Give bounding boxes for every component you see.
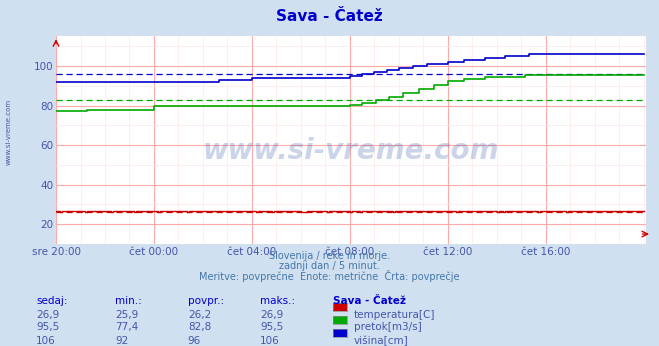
Text: 106: 106: [36, 336, 56, 346]
Text: 26,9: 26,9: [260, 310, 283, 320]
Text: min.:: min.:: [115, 296, 142, 306]
Text: 96: 96: [188, 336, 201, 346]
Text: Meritve: povprečne  Enote: metrične  Črta: povprečje: Meritve: povprečne Enote: metrične Črta:…: [199, 270, 460, 282]
Text: 95,5: 95,5: [260, 322, 283, 333]
Text: pretok[m3/s]: pretok[m3/s]: [354, 322, 422, 333]
Text: Slovenija / reke in morje.: Slovenija / reke in morje.: [269, 251, 390, 261]
Text: maks.:: maks.:: [260, 296, 295, 306]
Text: 77,4: 77,4: [115, 322, 138, 333]
Text: sedaj:: sedaj:: [36, 296, 68, 306]
Text: 82,8: 82,8: [188, 322, 211, 333]
Text: temperatura[C]: temperatura[C]: [354, 310, 436, 320]
Text: 25,9: 25,9: [115, 310, 138, 320]
Text: www.si-vreme.com: www.si-vreme.com: [203, 137, 499, 164]
Text: povpr.:: povpr.:: [188, 296, 224, 306]
Text: 26,2: 26,2: [188, 310, 211, 320]
Text: 106: 106: [260, 336, 280, 346]
Text: Sava - Čatež: Sava - Čatež: [333, 296, 406, 306]
Text: 92: 92: [115, 336, 129, 346]
Text: 95,5: 95,5: [36, 322, 59, 333]
Text: 26,9: 26,9: [36, 310, 59, 320]
Text: www.si-vreme.com: www.si-vreme.com: [5, 98, 11, 165]
Text: Sava - Čatež: Sava - Čatež: [276, 9, 383, 24]
Text: višina[cm]: višina[cm]: [354, 336, 409, 346]
Text: zadnji dan / 5 minut.: zadnji dan / 5 minut.: [279, 261, 380, 271]
